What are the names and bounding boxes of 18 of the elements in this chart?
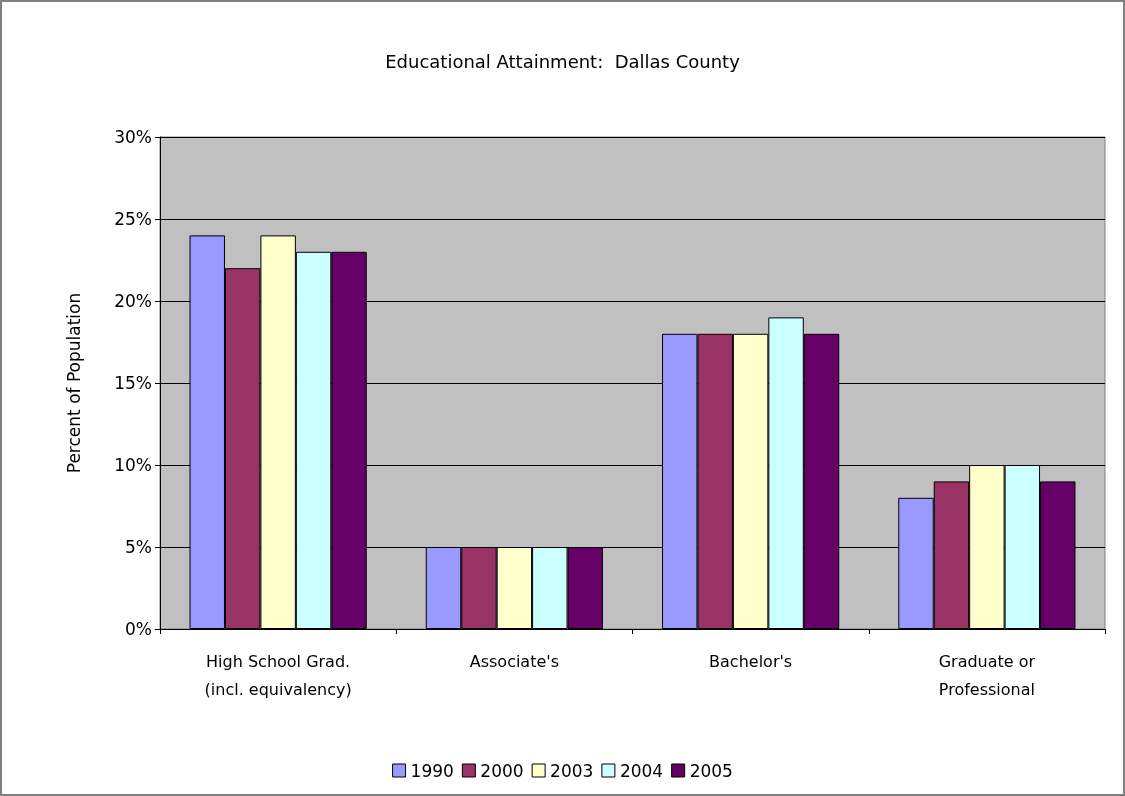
x-tick-label: Bachelor's [709,651,793,671]
legend-label: 2004 [619,760,664,781]
legend-label: 2000 [480,760,524,781]
y-tick-label: 10% [114,455,152,475]
y-tick-label: 0% [125,619,152,639]
y-tick-label: 30% [114,127,152,147]
y-axis-title: Percent of Population [63,292,84,474]
y-tick-label: 25% [114,209,152,229]
legend-label: 2003 [550,760,594,781]
legend-label: 1990 [410,760,454,781]
chart-title: Educational Attainment: Dallas County [385,50,741,72]
legend-label: 2005 [689,760,733,781]
x-tick-label: Graduate or Professional [938,651,1036,699]
x-tick-label: High School Grad. (incl. equivalency) [204,651,352,699]
y-tick-label: 15% [114,373,152,393]
x-tick-label: Associate's [469,651,560,671]
y-tick-label: 20% [114,291,152,311]
y-tick-label: 5% [125,537,152,557]
